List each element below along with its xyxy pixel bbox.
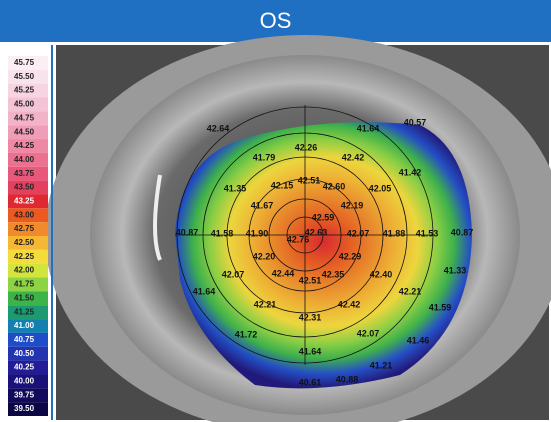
map-label: 42.19 [341,200,364,210]
scale-label: 42.00 [14,266,35,275]
map-label: 41.42 [399,167,422,177]
scale-label: 44.00 [14,155,35,164]
map-label: 41.67 [251,200,274,210]
map-label: 41.64 [357,123,380,133]
scale-label: 45.75 [14,58,35,67]
topography: 45.75 45.50 45.25 45.00 44.75 44.50 44.25 44.00… [0,0,551,422]
map-label: 42.76 [287,234,310,244]
map-label: 41.46 [407,335,430,345]
map-label: 41.35 [224,183,247,193]
scale-label: 42.25 [14,252,35,261]
map-label: 41.64 [193,286,216,296]
map-label: 41.88 [383,228,406,238]
map-label: 41.58 [211,228,234,238]
map-label: 42.07 [222,269,245,279]
map-label: 41.90 [246,228,269,238]
map-label: 42.42 [342,152,365,162]
color-map [175,122,472,388]
map-label: 42.60 [323,181,346,191]
map-label: 42.64 [207,123,230,133]
scale-label: 43.00 [14,210,35,219]
map-label: 42.07 [357,328,380,338]
map-label: 41.21 [370,360,393,370]
map-label: 42.21 [254,299,277,309]
scale-label: 43.50 [14,183,35,192]
map-label: 42.35 [322,269,345,279]
scale-label: 45.00 [14,100,35,109]
scale-label: 41.75 [14,280,35,289]
map-label: 41.64 [299,346,322,356]
map-label: 40.88 [336,374,359,384]
scale-label: 41.00 [14,321,35,330]
map-label: 42.26 [295,142,318,152]
scale-label: 39.50 [14,404,35,413]
scale-label: 40.50 [14,349,35,358]
scale-label: 43.75 [14,169,35,178]
scale-label: 40.25 [14,363,35,372]
map-label: 42.07 [347,228,370,238]
map-label: 42.42 [338,299,361,309]
scale-label: 44.50 [14,127,35,136]
scale-label: 42.75 [14,224,35,233]
scale-label: 43.25 [14,196,35,205]
scale-label: 39.75 [14,390,35,399]
map-label: 42.15 [271,180,294,190]
map-label: 41.33 [444,265,467,275]
map-label: 40.87 [176,227,199,237]
scale-label: 45.50 [14,72,35,81]
map-label: 42.59 [312,212,335,222]
map-label: 42.29 [339,251,362,261]
scale-label: 41.50 [14,293,35,302]
map-label: 40.57 [404,117,427,127]
map-label: 42.31 [299,312,322,322]
scale-label: 41.25 [14,307,35,316]
map-label: 40.87 [451,227,474,237]
scale-label: 45.25 [14,86,35,95]
scale-label: 42.50 [14,238,35,247]
map-label: 41.79 [253,152,276,162]
map-label: 41.72 [235,329,258,339]
map-label: 41.59 [429,302,452,312]
scale-label: 40.00 [14,376,35,385]
map-label: 42.44 [272,268,295,278]
scale-label: 44.25 [14,141,35,150]
page: OS 45.7545.5045.2545.0044.7544.5044.2544… [0,0,551,422]
map-label: 42.40 [370,269,393,279]
map-label: 42.20 [253,251,276,261]
map-label: 42.51 [298,175,321,185]
map-label: 42.51 [299,275,322,285]
scale-label: 44.75 [14,113,35,122]
map-label: 42.21 [399,286,422,296]
scale-label: 40.75 [14,335,35,344]
map-label: 41.53 [416,228,439,238]
map-label: 42.05 [369,183,392,193]
map-label: 40.61 [299,377,322,387]
